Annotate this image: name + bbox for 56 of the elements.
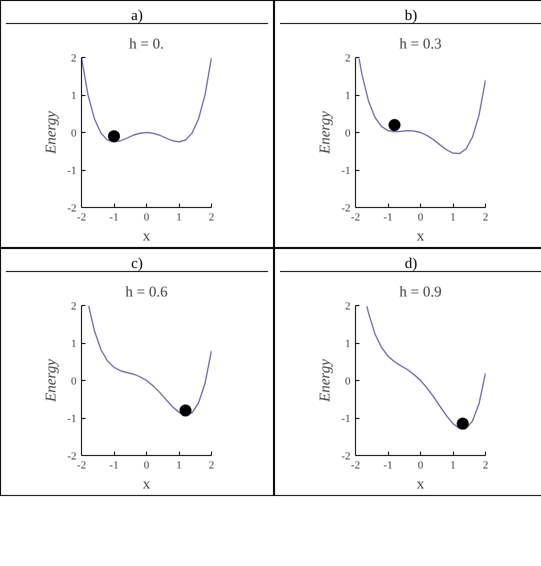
- x-tick-label: 2: [482, 212, 488, 224]
- y-tick-label: 0: [71, 128, 77, 140]
- y-tick-label: -1: [67, 165, 77, 177]
- y-axis-title: Energy: [317, 358, 334, 403]
- x-tick-label: -1: [109, 460, 119, 472]
- y-tick-label: 0: [345, 376, 351, 388]
- chart-title: a): [131, 7, 143, 26]
- x-tick-label: 1: [450, 460, 456, 472]
- x-tick-label: 0: [144, 460, 150, 472]
- x-tick-label: -1: [109, 212, 119, 224]
- x-tick-label: 1: [176, 460, 182, 472]
- y-tick-label: 1: [345, 90, 350, 102]
- x-tick-label: 2: [208, 460, 214, 472]
- x-axis-title: x: [416, 228, 425, 244]
- x-tick-label: -1: [383, 212, 393, 224]
- x-tick-label: 0: [144, 212, 150, 224]
- y-tick-label: 1: [345, 338, 350, 350]
- line-series: [82, 58, 212, 142]
- x-tick-label: 2: [208, 212, 214, 224]
- y-tick-label: -1: [67, 413, 77, 425]
- chart-title: b): [404, 7, 418, 26]
- x-tick-label: 2: [482, 460, 488, 472]
- line-series: [358, 58, 486, 154]
- x-axis-title: x: [142, 228, 151, 244]
- x-axis-title: x: [142, 476, 151, 492]
- chart-title: c): [131, 255, 143, 274]
- y-axis-title: Energy: [43, 358, 60, 403]
- y-tick-label: 0: [71, 376, 77, 388]
- y-axis-title: Energy: [43, 110, 60, 155]
- chart-subtitle: h = 0.: [129, 36, 164, 52]
- y-tick-label: 1: [71, 90, 76, 102]
- y-tick-label: 2: [345, 300, 350, 312]
- line-series: [88, 306, 212, 416]
- x-tick-label: 1: [176, 212, 182, 224]
- y-tick-label: 2: [71, 52, 76, 64]
- chart-subtitle: h = 0.9: [399, 284, 442, 300]
- x-tick-label: 1: [450, 212, 456, 224]
- y-tick-label: -2: [341, 450, 351, 462]
- x-tick-label: -1: [383, 460, 393, 472]
- y-tick-label: 2: [71, 300, 76, 312]
- y-tick-label: -2: [341, 202, 351, 214]
- y-tick-label: 2: [345, 52, 350, 64]
- line-series: [366, 306, 486, 430]
- y-tick-label: -1: [341, 165, 351, 177]
- y-axis-title: Energy: [317, 110, 334, 155]
- y-tick-label: -2: [67, 202, 77, 214]
- x-tick-label: 0: [418, 460, 424, 472]
- chart-subtitle: h = 0.3: [399, 36, 442, 52]
- chart-subtitle: h = 0.6: [125, 284, 168, 300]
- y-tick-label: 1: [71, 338, 76, 350]
- chart-title: d): [404, 255, 418, 274]
- y-tick-label: -2: [67, 450, 77, 462]
- x-axis-title: x: [416, 476, 425, 492]
- y-tick-label: 0: [345, 128, 351, 140]
- x-tick-label: 0: [418, 212, 424, 224]
- y-tick-label: -1: [341, 413, 351, 425]
